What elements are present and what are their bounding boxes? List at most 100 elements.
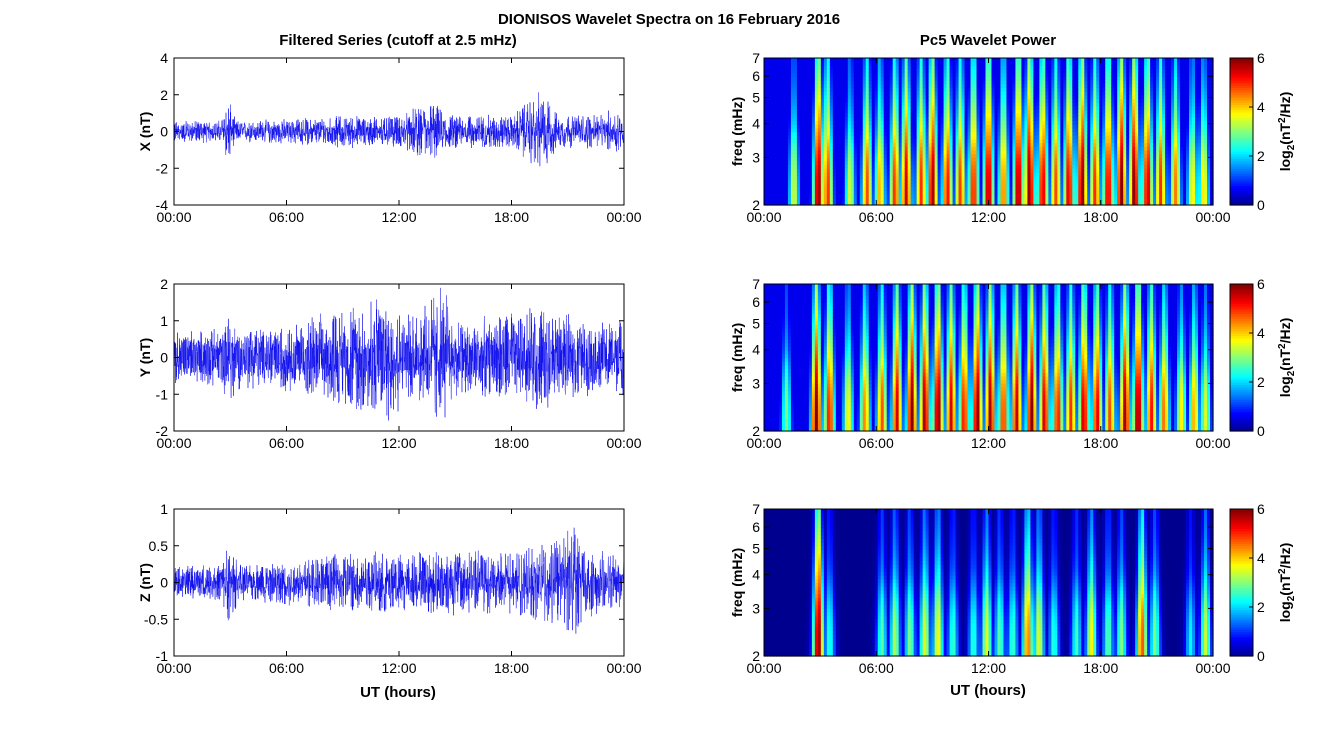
x-tick-label: 18:00 <box>494 209 529 225</box>
wavelet-panel-1: 7 6 5 4 3 2 00:00 06:00 12:00 18:00 00:00 freq (mHz… <box>729 50 1297 225</box>
x-tick-label: 18:00 <box>1083 660 1118 676</box>
trace-line <box>173 92 625 167</box>
y-tick-label: 6 <box>752 68 760 84</box>
x-tick-label: 06:00 <box>269 209 304 225</box>
colorbar-tick-label: 6 <box>1257 50 1265 66</box>
colorbar-tick-label: 6 <box>1257 276 1265 292</box>
colorbar-label: log2(nT2/Hz) <box>1277 92 1297 172</box>
trace-line <box>173 527 625 634</box>
colorbar-tick-label: 0 <box>1257 648 1265 664</box>
x-tick-label: 00:00 <box>156 435 191 451</box>
x-tick-label: 00:00 <box>606 209 641 225</box>
x-tick-label: 00:00 <box>606 435 641 451</box>
y-tick-label: 0 <box>160 350 168 366</box>
colorbar-tick-label: 4 <box>1257 550 1265 566</box>
y-tick-label: 3 <box>752 375 760 391</box>
y-tick-label: 2 <box>160 87 168 103</box>
y-tick-label: -1 <box>156 648 169 664</box>
colorbar-tick-label: 0 <box>1257 423 1265 439</box>
y-tick-label: 2 <box>160 276 168 292</box>
right-column-title: Pc5 Wavelet Power <box>920 32 1056 49</box>
colorbar: 6 4 2 0 log2(nT2/Hz) <box>1229 276 1297 439</box>
x-tick-label: 06:00 <box>269 660 304 676</box>
colorbar-tick-label: 4 <box>1257 325 1265 341</box>
y-tick-label: 2 <box>752 648 760 664</box>
x-tick-label: 18:00 <box>494 660 529 676</box>
right-xlabel: UT (hours) <box>950 682 1026 699</box>
x-tick-label: 06:00 <box>859 660 894 676</box>
x-tick-label: 12:00 <box>381 660 416 676</box>
heatmap <box>764 58 1214 206</box>
x-tick-label: 12:00 <box>971 660 1006 676</box>
y-tick-label: 6 <box>752 294 760 310</box>
timeseries-panel-2: 210-1-200:00 06:00 12:00 18:00 00:00Y (nT) <box>137 276 642 451</box>
x-tick-label: 00:00 <box>156 209 191 225</box>
colorbar: 6 4 2 0 log2(nT2/Hz) <box>1229 501 1297 664</box>
y-axis-label: Z (nT) <box>137 563 153 602</box>
x-tick-label: 12:00 <box>381 209 416 225</box>
x-tick-label: 00:00 <box>746 435 781 451</box>
y-tick-label: 5 <box>752 89 760 105</box>
y-axis-label: X (nT) <box>137 112 153 152</box>
y-tick-label: 0.5 <box>149 538 169 554</box>
y-axis-label: freq (mHz) <box>729 323 745 392</box>
y-tick-label: 5 <box>752 315 760 331</box>
y-tick-label: 0 <box>160 575 168 591</box>
y-tick-label: 3 <box>752 600 760 616</box>
x-tick-label: 12:00 <box>971 435 1006 451</box>
x-tick-label: 00:00 <box>156 660 191 676</box>
y-tick-label: -2 <box>156 160 169 176</box>
y-tick-label: -0.5 <box>144 611 168 627</box>
left-column-title: Filtered Series (cutoff at 2.5 mHz) <box>279 32 517 49</box>
y-tick-label: -4 <box>156 197 169 213</box>
x-tick-label: 06:00 <box>269 435 304 451</box>
colorbar-tick-label: 2 <box>1257 148 1265 164</box>
x-tick-label: 18:00 <box>1083 209 1118 225</box>
x-tick-label: 00:00 <box>606 660 641 676</box>
x-tick-label: 12:00 <box>971 209 1006 225</box>
colorbar-label: log2(nT2/Hz) <box>1277 543 1297 623</box>
colorbar-tick-label: 0 <box>1257 197 1265 213</box>
y-axis-label: freq (mHz) <box>729 97 745 166</box>
y-tick-label: 5 <box>752 540 760 556</box>
y-tick-label: 7 <box>752 501 760 517</box>
colorbar-frame <box>1229 283 1254 432</box>
y-tick-label: 1 <box>160 313 168 329</box>
y-tick-label: 0 <box>160 124 168 140</box>
left-xlabel: UT (hours) <box>360 684 436 701</box>
x-tick-label: 00:00 <box>1195 209 1230 225</box>
colorbar: 6 4 2 0 log2(nT2/Hz) <box>1229 50 1297 213</box>
colorbar-frame <box>1229 57 1254 206</box>
timeseries-panel-3: 10.50-0.5-100:00 06:00 12:00 18:00 00:00Z (n… <box>137 501 642 676</box>
colorbar-tick-label: 2 <box>1257 599 1265 615</box>
y-axis-label: freq (mHz) <box>729 548 745 617</box>
heatmap <box>764 509 1214 657</box>
y-tick-label: 7 <box>752 50 760 66</box>
timeseries-panel-1: 420-2-400:00 06:00 12:00 18:00 00:00X (nT) <box>137 50 642 225</box>
colorbar-tick-label: 6 <box>1257 501 1265 517</box>
y-tick-label: 7 <box>752 276 760 292</box>
x-tick-label: 00:00 <box>746 660 781 676</box>
x-tick-label: 00:00 <box>1195 435 1230 451</box>
x-tick-label: 00:00 <box>746 209 781 225</box>
colorbar-tick-label: 4 <box>1257 99 1265 115</box>
y-tick-label: 1 <box>160 501 168 517</box>
x-tick-label: 18:00 <box>1083 435 1118 451</box>
y-tick-label: 4 <box>752 342 760 358</box>
y-tick-label: 2 <box>752 423 760 439</box>
colorbar-label: log2(nT2/Hz) <box>1277 318 1297 398</box>
x-tick-label: 18:00 <box>494 435 529 451</box>
y-tick-label: -1 <box>156 386 169 402</box>
y-tick-label: -2 <box>156 423 169 439</box>
x-tick-label: 06:00 <box>859 209 894 225</box>
y-tick-label: 4 <box>160 50 168 66</box>
y-tick-label: 4 <box>752 567 760 583</box>
y-tick-label: 3 <box>752 149 760 165</box>
y-tick-label: 4 <box>752 116 760 132</box>
y-tick-label: 6 <box>752 519 760 535</box>
x-tick-label: 00:00 <box>1195 660 1230 676</box>
trace-line <box>173 287 625 421</box>
